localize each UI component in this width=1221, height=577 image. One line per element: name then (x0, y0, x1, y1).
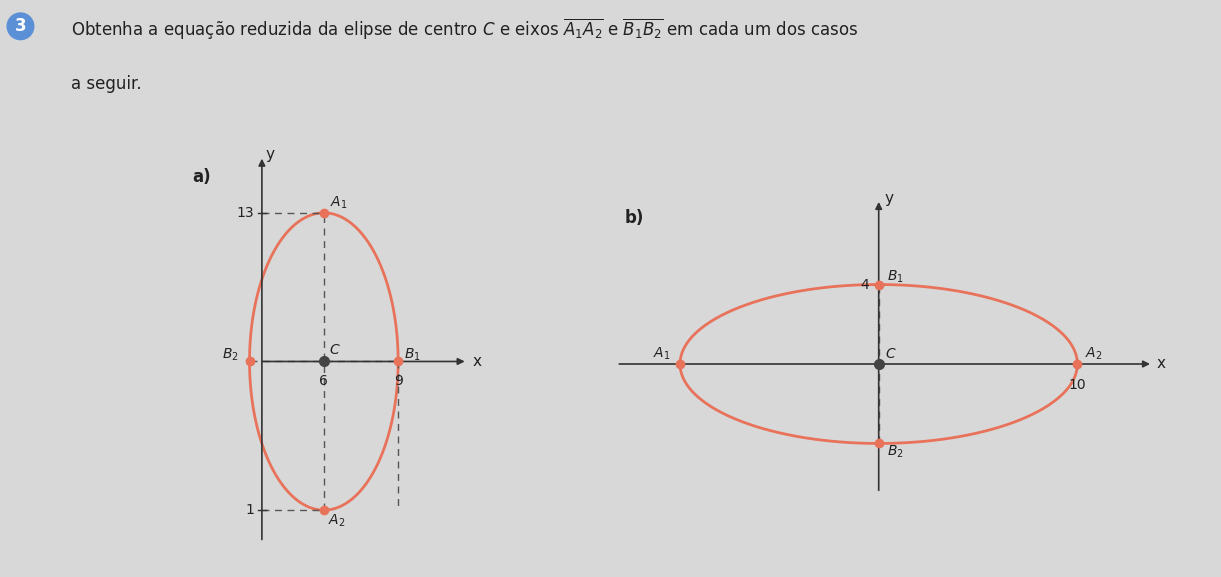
Text: $A_2$: $A_2$ (327, 513, 346, 530)
Text: a seguir.: a seguir. (71, 75, 142, 93)
Text: $A_2$: $A_2$ (1085, 346, 1103, 362)
Text: y: y (266, 147, 275, 162)
Text: b): b) (624, 209, 643, 227)
Text: $A_1$: $A_1$ (330, 194, 348, 211)
Text: $B_1$: $B_1$ (404, 347, 421, 364)
Text: 9: 9 (393, 374, 403, 388)
Text: 3: 3 (15, 17, 27, 35)
Text: y: y (885, 190, 894, 205)
Text: $C$: $C$ (885, 347, 896, 361)
Text: a): a) (193, 168, 211, 186)
Text: $B_2$: $B_2$ (222, 347, 239, 364)
Text: Obtenha a equação reduzida da elipse de centro $C$ e eixos $\overline{A_1A_2}$ e: Obtenha a equação reduzida da elipse de … (71, 17, 858, 43)
Text: 13: 13 (237, 206, 254, 220)
Text: 4: 4 (860, 278, 869, 291)
Text: 1: 1 (245, 503, 254, 517)
Text: x: x (473, 354, 481, 369)
Text: $B_2$: $B_2$ (886, 443, 904, 460)
Text: x: x (1156, 357, 1166, 372)
Text: $B_1$: $B_1$ (886, 268, 904, 285)
Text: 6: 6 (320, 374, 328, 388)
Text: $A_1$: $A_1$ (653, 346, 670, 362)
Text: $C$: $C$ (328, 343, 341, 357)
Text: 10: 10 (1068, 378, 1087, 392)
